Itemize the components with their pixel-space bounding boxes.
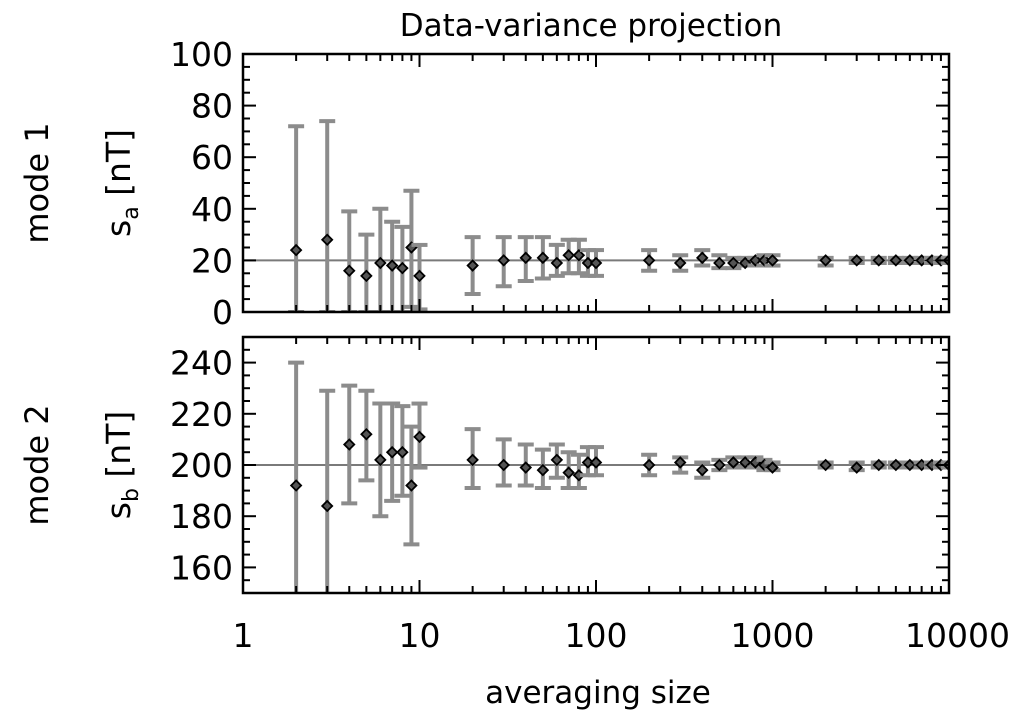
y-tick-label: 80 bbox=[191, 87, 233, 126]
data-point bbox=[872, 458, 886, 472]
y-axis-label-symbol: s bbox=[99, 220, 138, 237]
data-point bbox=[819, 254, 832, 267]
data-point bbox=[342, 438, 356, 451]
y-axis-label-subscript: b bbox=[119, 488, 144, 502]
y-tick-label: 0 bbox=[212, 293, 233, 332]
y-tick-label: 220 bbox=[170, 395, 233, 434]
x-axis-label: averaging size bbox=[485, 675, 711, 711]
error-bar bbox=[941, 460, 949, 470]
data-point bbox=[713, 458, 726, 472]
data-point bbox=[727, 456, 740, 469]
data-point bbox=[562, 248, 575, 262]
data-point bbox=[749, 254, 762, 267]
data-point bbox=[466, 453, 479, 467]
data-point bbox=[589, 456, 603, 469]
data-point bbox=[289, 479, 303, 492]
error-bar bbox=[288, 124, 305, 312]
data-point bbox=[396, 261, 409, 275]
row-label: mode 2 bbox=[18, 404, 56, 525]
y-tick-label: 160 bbox=[170, 548, 233, 587]
data-points bbox=[288, 360, 949, 593]
x-tick-label: 100 bbox=[565, 616, 628, 655]
y-axis-label: sb [nT] bbox=[99, 411, 144, 519]
y-tick-label: 60 bbox=[191, 138, 233, 177]
data-point bbox=[673, 256, 687, 270]
row-label: mode 1 bbox=[18, 122, 56, 243]
x-tick-label: 10000 bbox=[905, 616, 1010, 655]
data-point bbox=[889, 254, 903, 267]
data-point bbox=[673, 456, 687, 469]
data-point bbox=[466, 259, 479, 272]
data-point bbox=[903, 254, 917, 267]
data-point bbox=[758, 254, 771, 267]
data-point bbox=[385, 445, 399, 459]
y-tick-label: 20 bbox=[191, 241, 233, 280]
y-axis-label-unit: [nT] bbox=[99, 411, 138, 488]
data-point bbox=[889, 458, 903, 472]
data-point bbox=[413, 269, 426, 283]
data-point bbox=[405, 479, 418, 492]
data-point bbox=[519, 461, 533, 474]
data-points bbox=[288, 119, 949, 312]
y-tick-label: 100 bbox=[170, 35, 233, 74]
data-point bbox=[536, 251, 550, 265]
data-point bbox=[695, 251, 709, 265]
data-point bbox=[642, 254, 656, 267]
data-point bbox=[850, 254, 863, 267]
y-tick-label: 40 bbox=[191, 190, 233, 229]
panel-2: 160 180 200 220 240 mode 2 sb [nT] bbox=[18, 335, 951, 595]
error-bar bbox=[941, 255, 949, 265]
data-point bbox=[374, 256, 387, 270]
y-tick-label: 240 bbox=[170, 344, 233, 383]
data-point bbox=[572, 248, 586, 262]
data-point bbox=[497, 254, 510, 267]
panel-1: 0 20 40 60 80 100 mode 1 sa [nT] bbox=[18, 35, 951, 332]
data-point bbox=[497, 458, 510, 472]
data-point bbox=[903, 458, 917, 472]
data-point bbox=[581, 256, 595, 270]
y-axis-label-unit: [nT] bbox=[99, 129, 138, 206]
data-point bbox=[519, 251, 533, 265]
data-point bbox=[872, 254, 886, 267]
data-point bbox=[374, 453, 387, 467]
data-point bbox=[342, 264, 356, 277]
data-point bbox=[850, 461, 863, 474]
y-axis-label-subscript: a bbox=[119, 206, 144, 219]
x-tick-label: 10 bbox=[399, 616, 441, 655]
data-point bbox=[320, 233, 334, 247]
data-point bbox=[536, 463, 550, 477]
y-axis-label-symbol: s bbox=[99, 502, 138, 519]
data-point bbox=[738, 456, 752, 469]
x-tick-label: 1 bbox=[233, 616, 254, 655]
data-point bbox=[713, 256, 726, 270]
data-point bbox=[360, 428, 373, 441]
y-axis-label: sa [nT] bbox=[99, 129, 144, 237]
error-bar bbox=[319, 119, 336, 312]
data-point bbox=[385, 259, 399, 272]
data-point bbox=[589, 256, 603, 270]
data-point bbox=[360, 269, 373, 283]
data-point bbox=[766, 461, 779, 474]
data-point bbox=[413, 430, 426, 444]
data-point bbox=[289, 243, 303, 257]
data-point bbox=[550, 256, 564, 270]
data-point bbox=[727, 256, 740, 270]
data-point bbox=[766, 254, 779, 267]
chart-title: Data-variance projection bbox=[400, 8, 783, 44]
x-tick-label: 1000 bbox=[731, 616, 815, 655]
x-tick-labels: 1 10 100 1000 10000 bbox=[233, 616, 1011, 655]
data-point bbox=[396, 445, 409, 459]
y-tick-label: 200 bbox=[170, 446, 233, 485]
data-point bbox=[581, 456, 595, 469]
data-point bbox=[695, 463, 709, 477]
error-bar bbox=[341, 209, 358, 312]
data-point bbox=[550, 453, 564, 467]
data-point bbox=[642, 458, 656, 472]
data-point bbox=[562, 466, 575, 479]
y-tick-label: 180 bbox=[170, 497, 233, 536]
data-point bbox=[819, 458, 832, 472]
data-point bbox=[320, 499, 334, 513]
